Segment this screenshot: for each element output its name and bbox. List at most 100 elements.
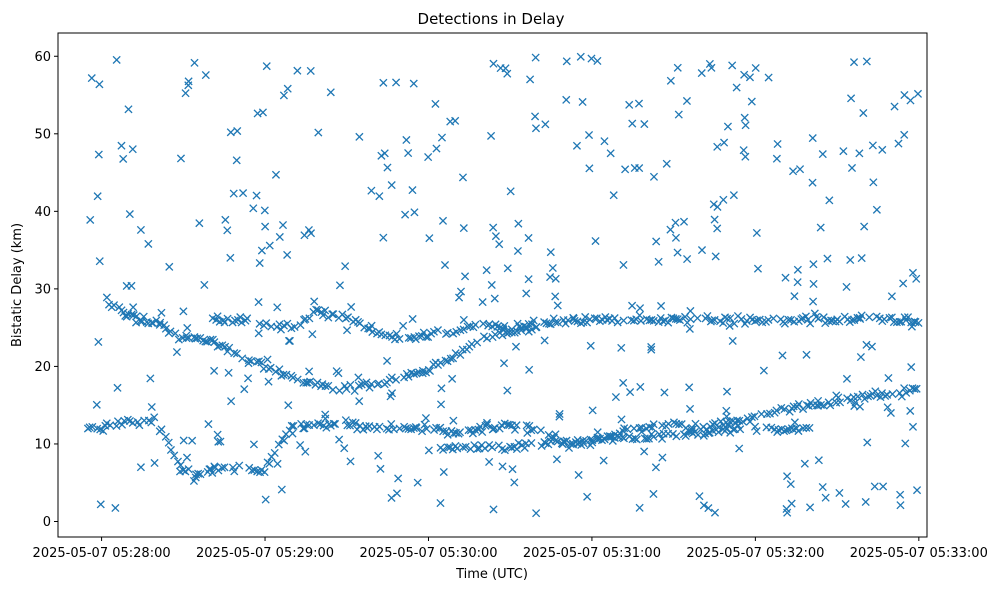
data-point (258, 108, 267, 117)
data-point (673, 63, 682, 72)
data-point (525, 365, 534, 374)
data-point (392, 78, 401, 87)
data-point (719, 195, 728, 204)
data-point (872, 205, 881, 214)
data-point (809, 260, 818, 269)
data-point (660, 388, 669, 397)
data-point (244, 356, 254, 365)
data-point (182, 334, 191, 343)
data-point (551, 318, 560, 327)
data-point (735, 444, 744, 453)
data-point (412, 423, 421, 433)
data-point (862, 57, 871, 66)
data-point (122, 281, 131, 291)
data-point (387, 493, 396, 502)
data-point (901, 439, 910, 448)
data-point (913, 89, 923, 98)
data-point (747, 97, 756, 106)
data-point (436, 358, 445, 367)
data-point (459, 325, 468, 334)
data-point (214, 437, 223, 446)
data-point (806, 319, 815, 328)
data-point (305, 314, 314, 323)
data-point (318, 311, 328, 320)
data-point (813, 396, 823, 406)
data-point (753, 264, 763, 273)
data-point (809, 297, 818, 306)
data-point (456, 350, 465, 360)
data-point (296, 441, 305, 450)
data-point (883, 403, 892, 412)
data-point (496, 63, 505, 73)
data-point (85, 423, 94, 432)
data-point (888, 390, 897, 399)
data-point (782, 426, 791, 435)
data-point (425, 234, 434, 243)
data-point (235, 461, 244, 470)
data-point (907, 322, 916, 331)
data-point (254, 357, 263, 366)
data-point (351, 418, 360, 428)
data-point (243, 374, 253, 383)
data-point (282, 370, 291, 379)
data-point (343, 421, 352, 430)
data-point (531, 323, 540, 332)
data-point (914, 318, 923, 328)
data-point (433, 326, 442, 335)
x-axis-label: Time (UTC) (455, 567, 528, 582)
data-point (412, 369, 421, 378)
data-point (288, 429, 297, 438)
data-point (439, 427, 448, 436)
data-point (172, 347, 181, 357)
data-point (912, 486, 922, 495)
data-point (409, 79, 418, 88)
data-point (216, 437, 225, 446)
data-point (896, 501, 905, 510)
data-point (907, 363, 916, 372)
data-point (314, 419, 323, 428)
data-point (399, 321, 408, 330)
data-point (853, 313, 862, 322)
data-point (651, 463, 660, 472)
data-point (722, 314, 732, 323)
data-point (675, 316, 684, 325)
data-point (573, 439, 582, 448)
data-point (471, 425, 480, 434)
data-point (636, 382, 645, 391)
data-point (111, 503, 120, 513)
data-point (526, 75, 535, 84)
x-tick-label: 2025-05-07 05:32:00 (686, 546, 824, 561)
data-point (750, 317, 760, 326)
data-point (487, 280, 496, 290)
data-point (489, 59, 498, 68)
data-point (912, 274, 921, 283)
data-point (849, 58, 859, 67)
data-point (260, 468, 269, 477)
data-point (711, 252, 720, 261)
data-point (722, 387, 732, 396)
data-point (685, 404, 695, 413)
data-point (205, 465, 214, 474)
data-point (144, 239, 153, 248)
data-point (810, 309, 819, 318)
data-point (487, 131, 496, 140)
data-point (226, 253, 235, 262)
data-point (478, 298, 487, 307)
data-point (190, 58, 199, 67)
data-point (896, 490, 905, 499)
data-point (321, 410, 330, 419)
data-point (94, 337, 103, 346)
data-point (644, 434, 654, 443)
data-point (257, 246, 266, 255)
data-point (460, 272, 470, 281)
data-point (278, 221, 288, 230)
data-point (482, 266, 491, 275)
data-point (886, 408, 895, 418)
data-point (99, 426, 108, 436)
data-point (839, 147, 848, 156)
data-point (818, 482, 827, 492)
data-point (576, 52, 585, 61)
data-point (421, 414, 430, 423)
data-point (300, 424, 309, 433)
